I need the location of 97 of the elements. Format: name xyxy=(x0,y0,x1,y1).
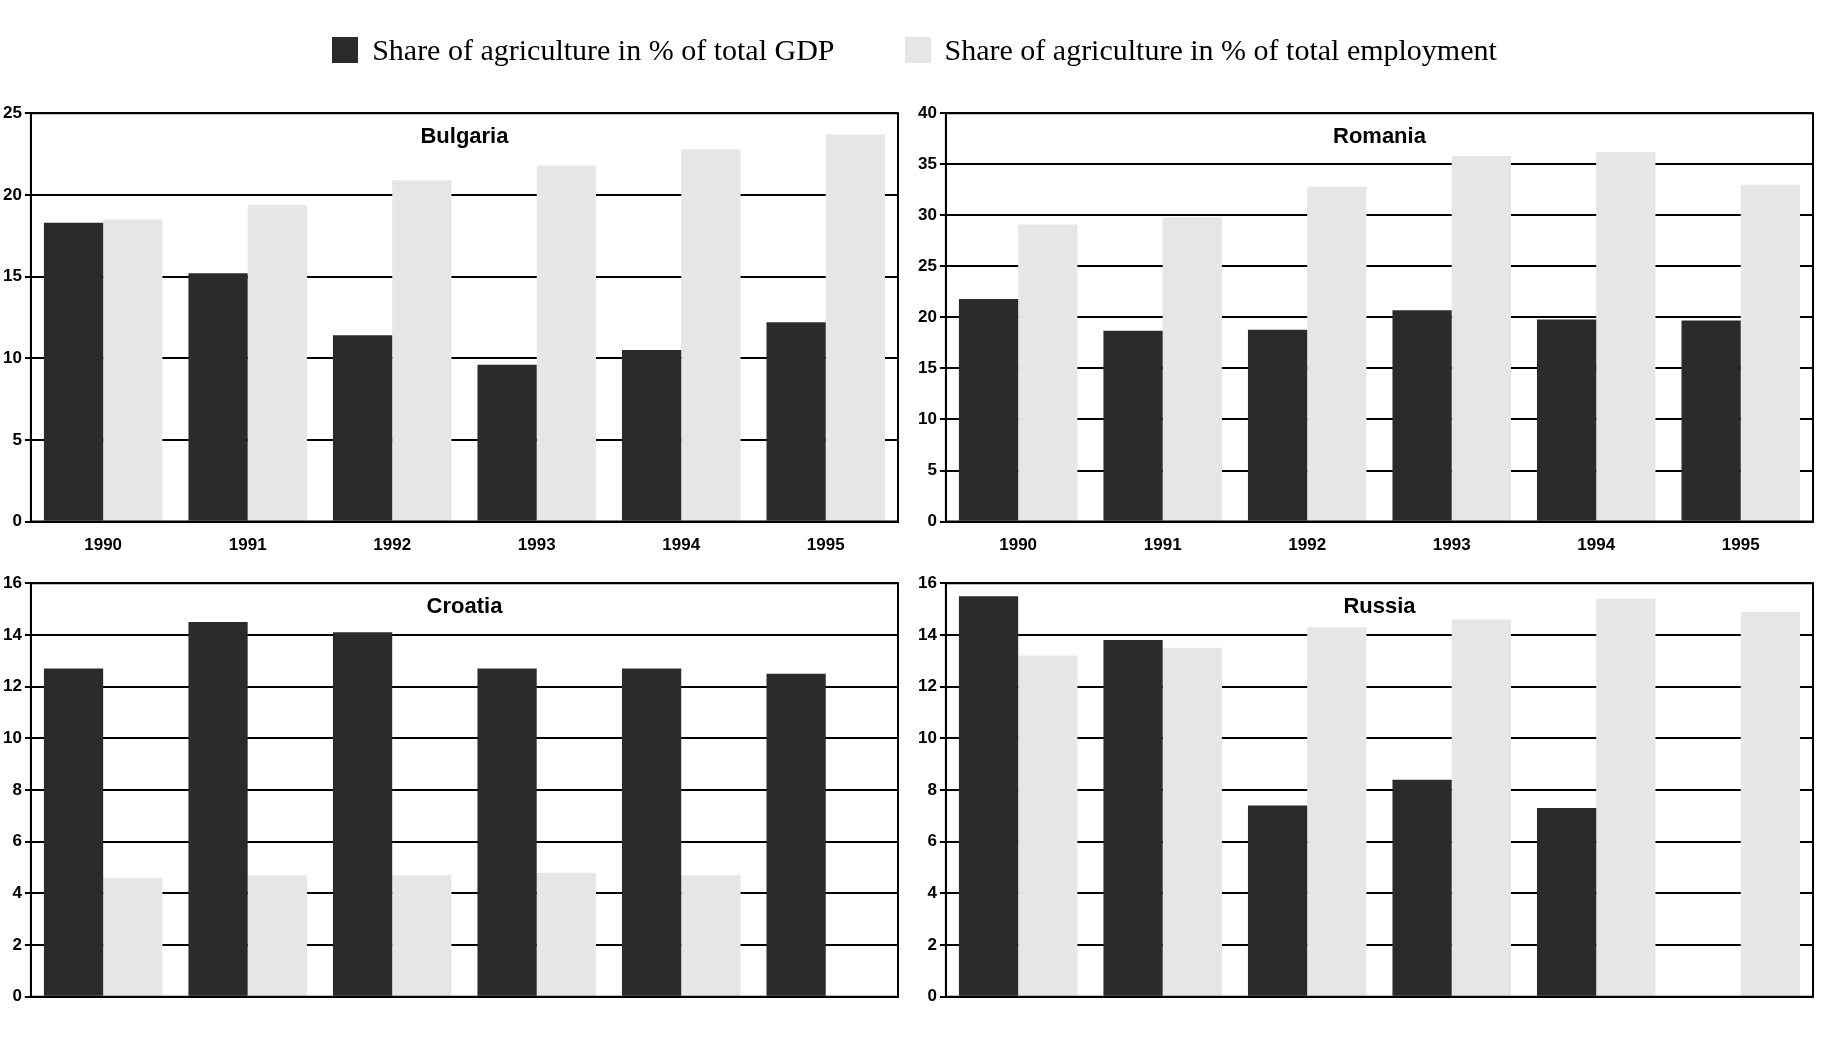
bar xyxy=(766,673,826,996)
bar xyxy=(1307,186,1367,521)
bar xyxy=(332,632,393,996)
y-tick-label: 30 xyxy=(917,204,937,224)
y-tick-label: 25 xyxy=(2,102,22,122)
y-tick-label: 10 xyxy=(2,727,22,747)
bar xyxy=(621,350,682,521)
y-tick-label: 14 xyxy=(2,624,23,644)
bar xyxy=(1451,619,1511,996)
y-tick-label: 5 xyxy=(12,429,22,449)
bar xyxy=(247,875,307,996)
bar xyxy=(621,668,682,996)
y-tick-label: 0 xyxy=(12,511,22,531)
bar xyxy=(103,877,163,996)
bar xyxy=(1740,184,1800,521)
y-tick-label: 25 xyxy=(917,256,937,276)
y-tick-label: 0 xyxy=(12,986,22,1006)
y-tick-label: 35 xyxy=(917,153,937,173)
y-tick-label: 4 xyxy=(927,883,938,903)
y-tick-label: 10 xyxy=(2,347,22,367)
text: Bulgaria xyxy=(420,123,510,149)
y-tick-label: 12 xyxy=(917,676,937,696)
bar xyxy=(1536,319,1597,521)
bar xyxy=(1392,310,1452,521)
bar xyxy=(681,149,741,521)
x-tick-label: 1993 xyxy=(1432,535,1471,555)
bar xyxy=(43,668,104,996)
bar xyxy=(536,872,596,996)
bar xyxy=(188,273,248,521)
bar xyxy=(247,204,307,521)
bar xyxy=(1247,329,1308,521)
y-tick-label: 14 xyxy=(917,624,938,644)
bar xyxy=(681,875,741,996)
bar xyxy=(1596,598,1656,996)
text: Croatia xyxy=(426,593,504,619)
y-tick-label: 10 xyxy=(917,409,937,429)
bar xyxy=(477,364,537,521)
x-tick-label: 1991 xyxy=(228,535,267,555)
bar xyxy=(1681,320,1741,521)
bar xyxy=(1247,805,1308,996)
bar xyxy=(1103,640,1163,996)
bar xyxy=(1536,808,1597,996)
x-tick-label: 1995 xyxy=(1721,535,1760,555)
text: Russia xyxy=(1343,593,1417,619)
y-tick-label: 20 xyxy=(2,184,22,204)
legend-label: Share of agriculture in % of total GDP xyxy=(372,33,835,67)
bar xyxy=(1451,156,1511,521)
bar xyxy=(392,180,452,521)
y-tick-label: 10 xyxy=(917,727,937,747)
bar xyxy=(1018,224,1078,521)
y-tick-label: 2 xyxy=(12,934,22,954)
bar xyxy=(766,322,826,521)
y-tick-label: 2 xyxy=(927,934,937,954)
bar xyxy=(958,299,1019,521)
y-tick-label: 12 xyxy=(2,676,22,696)
bar xyxy=(188,621,248,996)
x-tick-label: 1994 xyxy=(662,535,701,555)
y-tick-label: 20 xyxy=(917,307,937,327)
y-tick-label: 8 xyxy=(927,779,937,799)
y-tick-label: 16 xyxy=(917,572,937,592)
y-tick-label: 0 xyxy=(927,986,937,1006)
x-tick-label: 1991 xyxy=(1143,535,1182,555)
bar xyxy=(43,222,104,521)
bar xyxy=(332,335,393,521)
x-tick-label: 1990 xyxy=(84,535,123,555)
y-tick-label: 6 xyxy=(927,831,937,851)
bar xyxy=(1392,779,1452,996)
bar xyxy=(1307,627,1367,996)
x-tick-label: 1990 xyxy=(999,535,1038,555)
bar xyxy=(392,875,452,996)
y-tick-label: 5 xyxy=(927,460,937,480)
bar xyxy=(1103,330,1163,521)
legend-label: Share of agriculture in % of total employment xyxy=(944,33,1497,67)
bar xyxy=(825,134,885,521)
y-tick-label: 8 xyxy=(12,779,22,799)
x-tick-label: 1993 xyxy=(517,535,556,555)
text: Romania xyxy=(1332,123,1427,149)
y-tick-label: 6 xyxy=(12,831,22,851)
y-tick-label: 0 xyxy=(927,511,937,531)
bar xyxy=(1018,655,1078,996)
bar xyxy=(1162,647,1222,996)
bar xyxy=(1596,152,1656,521)
bar xyxy=(103,219,163,521)
y-tick-label: 15 xyxy=(917,358,937,378)
x-tick-label: 1992 xyxy=(1288,535,1327,555)
bar xyxy=(477,668,537,996)
y-tick-label: 16 xyxy=(2,572,22,592)
bar xyxy=(1162,217,1222,521)
x-tick-label: 1992 xyxy=(373,535,412,555)
y-tick-label: 15 xyxy=(2,266,22,286)
bar xyxy=(958,596,1019,996)
bar xyxy=(536,165,596,521)
y-tick-label: 4 xyxy=(12,883,23,903)
y-tick-label: 40 xyxy=(917,102,937,122)
x-tick-label: 1994 xyxy=(1577,535,1616,555)
bar xyxy=(1740,611,1800,996)
x-tick-label: 1995 xyxy=(806,535,845,555)
